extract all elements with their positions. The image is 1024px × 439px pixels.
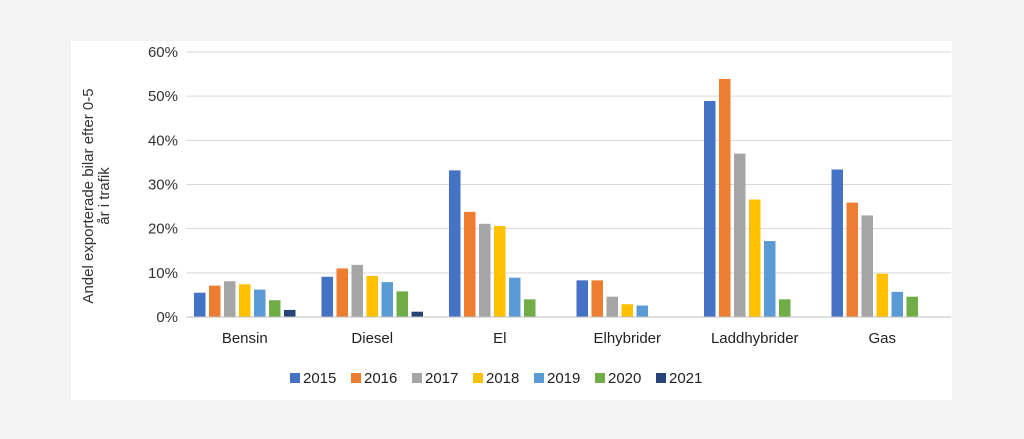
bar-el-2019 [509,277,521,317]
x-axis-category-labels: Bensin Diesel El Elhybrider Laddhybrider Gas [222,330,896,347]
bar-elhybrider-2015 [576,280,588,317]
y-axis-label-line-2: år i trafik [96,167,113,225]
bar-el-2020 [524,299,536,317]
bar-bensin-2015 [194,292,206,317]
legend-label-2015: 2015 [303,370,336,387]
y-axis-label-line-1: Andel exporterade bilar efter 0-5 [80,88,97,303]
bar-bensin-2018 [239,284,251,317]
y-tick-label: 60% [148,44,178,61]
legend-label-2018: 2018 [486,370,519,387]
bar-el-2015 [449,170,461,317]
legend-swatch-2021 [656,373,666,383]
bar-elhybrider-2019 [636,305,648,317]
bar-elhybrider-2018 [621,304,633,317]
legend-swatch-2018 [473,373,483,383]
bar-gas-2016 [846,202,858,317]
legend-swatch-2020 [595,373,605,383]
bar-laddhybrider-2015 [704,101,716,318]
category-label-elhybrider: Elhybrider [593,330,661,347]
y-tick-label: 0% [156,309,178,326]
legend-swatch-2019 [534,373,544,383]
bar-gas-2020 [906,296,918,317]
bar-gas-2018 [876,273,888,317]
legend-label-2020: 2020 [608,370,641,387]
legend-swatch-2016 [351,373,361,383]
category-label-bensin: Bensin [222,330,268,347]
bar-diesel-2015 [321,276,333,317]
y-tick-label: 30% [148,177,178,194]
bar-elhybrider-2016 [591,280,603,317]
legend-label-2017: 2017 [425,370,458,387]
bar-bensin-2020 [269,300,281,317]
y-tick-label: 50% [148,88,178,105]
bar-laddhybrider-2016 [719,78,731,317]
legend: 2015 2016 2017 2018 2019 2020 2021 [290,370,702,387]
y-axis-label: Andel exporterade bilar efter 0-5 år i t… [80,88,113,303]
bar-diesel-2018 [366,275,378,317]
legend-label-2016: 2016 [364,370,397,387]
bar-diesel-2019 [381,282,393,317]
bar-diesel-2016 [336,268,348,317]
bar-laddhybrider-2018 [749,199,761,317]
gridlines [186,51,951,274]
y-tick-label: 10% [148,265,178,282]
legend-swatch-2015 [290,373,300,383]
bar-laddhybrider-2017 [734,153,746,317]
legend-label-2021: 2021 [669,370,702,387]
bar-diesel-2017 [351,264,363,317]
bar-el-2018 [494,226,506,317]
bar-diesel-2020 [396,291,408,317]
bar-gas-2019 [891,291,903,317]
bar-bensin-2017 [224,281,236,317]
bar-gas-2017 [861,215,873,317]
bar-bensin-2019 [254,289,266,317]
bar-el-2016 [464,211,476,317]
y-tick-label: 40% [148,132,178,149]
category-label-el: El [493,330,506,347]
bars [194,78,918,318]
category-label-laddhybrider: Laddhybrider [711,330,799,347]
category-label-diesel: Diesel [351,330,393,347]
y-axis-tick-labels: 0% 10% 20% 30% 40% 50% 60% [148,44,178,326]
bar-bensin-2016 [209,285,221,317]
bar-diesel-2021 [411,311,423,317]
y-tick-label: 20% [148,221,178,238]
bar-laddhybrider-2019 [764,241,776,317]
category-label-gas: Gas [868,330,896,347]
chart-card: 0% 10% 20% 30% 40% 50% 60% Bensin Diesel El Elhyb… [71,41,952,400]
bar-el-2017 [479,223,491,317]
bar-bensin-2021 [284,309,296,317]
legend-swatch-2017 [412,373,422,383]
bar-gas-2015 [831,169,843,317]
bar-elhybrider-2017 [606,296,618,317]
legend-label-2019: 2019 [547,370,580,387]
bar-laddhybrider-2020 [779,299,791,317]
bar-chart: 0% 10% 20% 30% 40% 50% 60% Bensin Diesel El Elhyb… [80,44,951,387]
